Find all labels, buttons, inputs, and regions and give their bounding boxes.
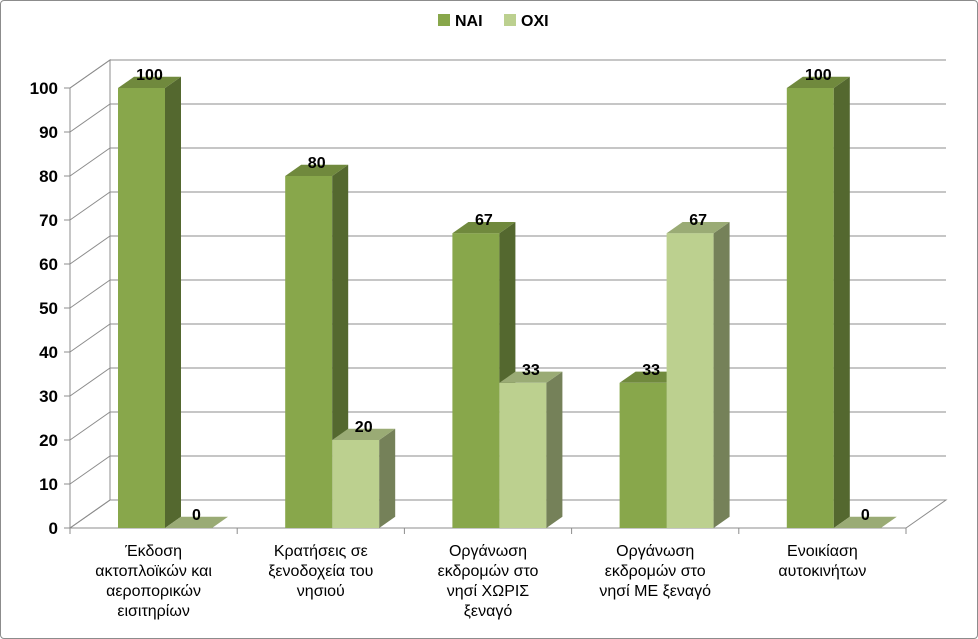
category-label-line: Κρατήσεις σε	[274, 543, 368, 560]
bar	[786, 76, 850, 529]
category-label-line: νησί ΜΕ ξεναγό	[599, 583, 711, 600]
data-label: 67	[689, 212, 707, 229]
category-label-line: εκδρομών στο	[605, 563, 706, 580]
category-label-line: Έκδοση	[124, 543, 182, 560]
bar-top	[165, 516, 228, 528]
category-label-line: αυτοκινήτων	[778, 563, 866, 580]
bar-top	[285, 164, 349, 176]
y-tick-label: 10	[39, 475, 58, 494]
data-label: 100	[805, 67, 832, 84]
bar-top	[452, 222, 516, 234]
data-label: 100	[136, 67, 163, 84]
bar	[499, 371, 563, 528]
category-label: Έκδοση ακτοπλοϊκών και αεροπορικών εισιτηρί…	[95, 543, 212, 620]
category-label-line: εκδρομών στο	[438, 563, 539, 580]
y-axis-ticks: 0 10 20 30 40 50 60 70 80 90 100	[30, 79, 58, 538]
legend: ΝΑΙ ΟΧΙ	[438, 13, 549, 30]
y-tick-label: 100	[30, 79, 58, 98]
bar-side	[833, 76, 850, 529]
data-labels: 100 0 80 20 67 33 33 67 100 0	[136, 67, 870, 524]
category-label: Οργάνωση εκδρομών στο νησί ΜΕ ξεναγό	[599, 543, 711, 600]
category-label-line: ξεναγό	[464, 603, 513, 620]
data-label: 0	[192, 507, 201, 524]
legend-label: ΝΑΙ	[455, 13, 483, 30]
bar-front	[666, 233, 714, 528]
bar-front	[332, 440, 380, 528]
y-tick-label: 60	[39, 255, 58, 274]
bar-front	[452, 233, 500, 528]
y-tick-label: 70	[39, 211, 58, 230]
category-label: Οργάνωση εκδρομών στο νησί ΧΩΡΙΣ ξεναγό	[438, 543, 539, 620]
bar	[165, 516, 228, 528]
legend-label: ΟΧΙ	[521, 13, 549, 30]
gridline	[69, 191, 946, 221]
gridline	[69, 147, 946, 177]
bar-top	[833, 516, 897, 528]
y-tick-label: 20	[39, 431, 58, 450]
category-label-line: Οργάνωση	[449, 543, 527, 560]
bar	[332, 428, 396, 528]
category-label-line: νησιού	[297, 583, 345, 600]
legend-swatch	[504, 14, 516, 26]
y-tick-label: 30	[39, 387, 58, 406]
bar-top	[332, 428, 396, 440]
bar-side	[379, 428, 396, 528]
bar-front	[786, 88, 834, 528]
bar	[118, 76, 181, 529]
bar-side	[165, 76, 181, 529]
category-label-line: νησί ΧΩΡΙΣ	[447, 583, 530, 600]
legend-swatch	[438, 14, 450, 26]
bar-front	[619, 382, 667, 528]
bar-top	[666, 222, 730, 234]
category-label-line: Οργάνωση	[616, 543, 694, 560]
category-label: Κρατήσεις σε ξενοδοχεία του νησιού	[268, 543, 373, 600]
category-label-line: Ενοικίαση	[787, 543, 858, 560]
y-tick-label: 40	[39, 343, 58, 362]
y-tick-label: 0	[49, 519, 58, 538]
bar	[666, 222, 730, 528]
bars	[118, 76, 897, 529]
bar-side	[546, 371, 563, 528]
bar	[833, 516, 897, 528]
y-tick-label: 90	[39, 123, 58, 142]
bar-top	[786, 76, 850, 88]
gridline	[69, 59, 946, 89]
bar-side	[713, 222, 730, 528]
category-label: Ενοικίαση αυτοκινήτων	[778, 543, 866, 580]
bar-front	[285, 176, 333, 528]
bar-top	[118, 76, 181, 88]
category-label-line: εισιτηρίων	[117, 603, 189, 620]
y-tick-label: 50	[39, 299, 58, 318]
gridline	[69, 103, 946, 133]
data-label: 33	[642, 362, 660, 379]
bar-top	[499, 371, 563, 383]
y-tick-label: 80	[39, 167, 58, 186]
category-labels: Έκδοση ακτοπλοϊκών και αεροπορικών εισιτηρί…	[95, 543, 866, 620]
data-label: 33	[522, 362, 540, 379]
bar-front	[118, 88, 165, 528]
bar-front	[499, 382, 547, 528]
data-label: 20	[355, 419, 373, 436]
category-label-line: ακτοπλοϊκών και	[95, 563, 212, 580]
data-label: 80	[308, 155, 326, 172]
data-label: 0	[861, 507, 870, 524]
data-label: 67	[475, 212, 493, 229]
category-label-line: αεροπορικών	[106, 583, 201, 600]
category-label-line: ξενοδοχεία του	[268, 563, 373, 580]
